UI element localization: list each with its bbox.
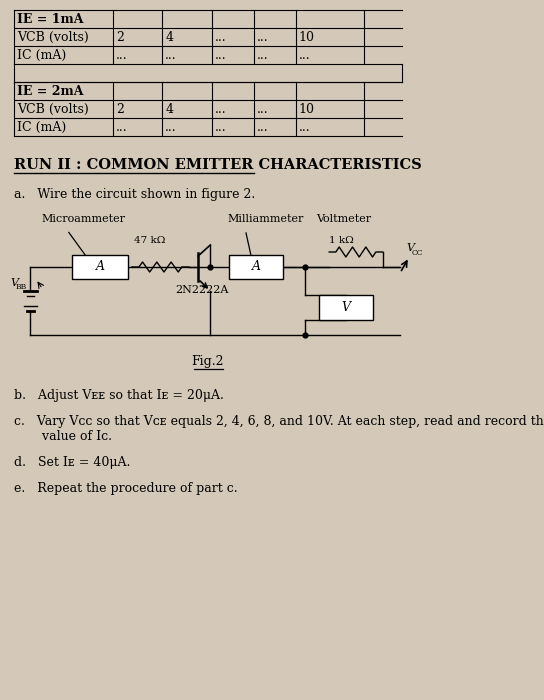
Text: V: V — [406, 243, 414, 253]
Text: 2N2222A: 2N2222A — [175, 285, 228, 295]
Text: ...: ... — [257, 32, 268, 44]
Text: ...: ... — [257, 121, 268, 134]
Text: IC (mA): IC (mA) — [17, 121, 66, 134]
Text: 4: 4 — [165, 32, 174, 44]
Text: IE = 1mA: IE = 1mA — [17, 13, 83, 27]
Text: RUN II : COMMON EMITTER CHARACTERISTICS: RUN II : COMMON EMITTER CHARACTERISTICS — [14, 158, 422, 172]
Text: d.   Set Iᴇ = 40μA.: d. Set Iᴇ = 40μA. — [14, 456, 130, 469]
Text: Voltmeter: Voltmeter — [316, 214, 372, 224]
Text: a.   Wire the circuit shown in figure 2.: a. Wire the circuit shown in figure 2. — [14, 188, 255, 201]
Text: 4: 4 — [165, 104, 174, 116]
Text: c.   Vary Vᴄᴄ so that Vᴄᴇ equals 2, 4, 6, 8, and 10V. At each step, read and rec: c. Vary Vᴄᴄ so that Vᴄᴇ equals 2, 4, 6, … — [14, 415, 544, 428]
Text: V: V — [342, 301, 350, 314]
Text: IE = 2mA: IE = 2mA — [17, 85, 83, 99]
Bar — [319, 295, 373, 320]
Text: e.   Repeat the procedure of part c.: e. Repeat the procedure of part c. — [14, 482, 237, 495]
Text: Microammeter: Microammeter — [42, 214, 126, 224]
Text: V: V — [11, 278, 18, 288]
Text: b.   Adjust Vᴇᴇ so that Iᴇ = 20μA.: b. Adjust Vᴇᴇ so that Iᴇ = 20μA. — [14, 389, 224, 402]
Text: Milliammeter: Milliammeter — [227, 214, 304, 224]
Text: ...: ... — [215, 104, 226, 116]
Text: ...: ... — [215, 50, 226, 62]
Text: 2: 2 — [116, 104, 123, 116]
Text: ...: ... — [299, 50, 310, 62]
Text: 10: 10 — [299, 104, 314, 116]
Text: value of Iᴄ.: value of Iᴄ. — [14, 430, 112, 443]
Text: 1 kΩ: 1 kΩ — [329, 236, 354, 245]
Text: ...: ... — [165, 121, 177, 134]
Text: IC (mA): IC (mA) — [17, 50, 66, 62]
Text: A: A — [96, 260, 104, 274]
Text: ...: ... — [165, 50, 177, 62]
Text: BB: BB — [16, 283, 27, 291]
Text: 10: 10 — [299, 32, 314, 44]
Text: 47 kΩ: 47 kΩ — [134, 236, 165, 245]
Text: ...: ... — [257, 104, 268, 116]
Bar — [228, 255, 283, 279]
Text: ...: ... — [116, 50, 127, 62]
Text: VCB (volts): VCB (volts) — [17, 104, 89, 116]
Text: ...: ... — [257, 50, 268, 62]
Bar — [72, 255, 128, 279]
Text: ...: ... — [215, 32, 226, 44]
Text: Fig.2: Fig.2 — [191, 355, 224, 368]
Text: VCB (volts): VCB (volts) — [17, 32, 89, 44]
Text: ...: ... — [116, 121, 127, 134]
Text: A: A — [251, 260, 261, 274]
Text: ...: ... — [215, 121, 226, 134]
Text: CC: CC — [411, 249, 423, 257]
Text: 2: 2 — [116, 32, 123, 44]
Text: ...: ... — [299, 121, 310, 134]
